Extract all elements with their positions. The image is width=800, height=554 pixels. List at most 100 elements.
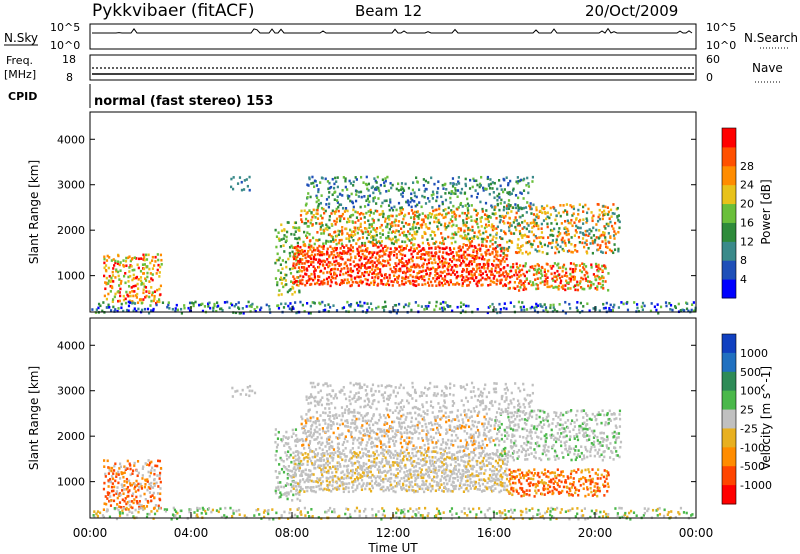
- echo-cell: [342, 246, 346, 249]
- echo-cell: [488, 305, 492, 308]
- echo-cell: [447, 262, 451, 266]
- echo-cell: [296, 458, 299, 462]
- echo-cell: [315, 258, 318, 261]
- echo-cell: [346, 267, 349, 270]
- echo-cell: [334, 255, 337, 259]
- echo-cell: [463, 255, 467, 259]
- echo-cell: [495, 282, 498, 286]
- echo-cell: [315, 222, 318, 225]
- echo-cell: [416, 221, 420, 225]
- echo-cell: [616, 215, 619, 218]
- echo-cell: [416, 230, 419, 233]
- echo-cell: [597, 215, 600, 219]
- echo-cell: [329, 240, 333, 243]
- echo-cell: [129, 274, 132, 278]
- echo-cell: [606, 246, 609, 249]
- echo-cell: [306, 252, 309, 256]
- echo-cell: [301, 258, 304, 261]
- echo-cell: [94, 311, 98, 314]
- echo-cell: [310, 486, 313, 489]
- echo-cell: [383, 259, 386, 263]
- echo-cell: [370, 460, 373, 464]
- echo-cell: [418, 271, 421, 274]
- echo-cell: [347, 250, 350, 253]
- echo-cell: [673, 305, 677, 308]
- echo-cell: [404, 240, 407, 244]
- echo-cell: [102, 508, 105, 511]
- echo-cell: [558, 303, 561, 306]
- echo-cell: [409, 468, 412, 472]
- echo-cell: [604, 265, 607, 269]
- echo-cell: [436, 272, 439, 275]
- echo-cell: [277, 430, 280, 434]
- echo-cell: [311, 489, 314, 493]
- echo-cell: [592, 282, 595, 286]
- echo-cell: [494, 241, 497, 244]
- echo-cell: [423, 473, 426, 477]
- echo-cell: [454, 186, 457, 190]
- echo-cell: [448, 469, 451, 472]
- echo-cell: [399, 206, 402, 210]
- echo-cell: [607, 231, 610, 235]
- echo-cell: [598, 229, 601, 232]
- echo-cell: [540, 231, 544, 234]
- echo-cell: [305, 236, 309, 239]
- echo-cell: [389, 181, 392, 185]
- echo-cell: [314, 421, 317, 425]
- echo-cell: [323, 304, 327, 307]
- echo-cell: [352, 437, 355, 440]
- echo-cell: [525, 250, 528, 254]
- echo-cell: [413, 473, 416, 476]
- echo-cell: [335, 488, 339, 491]
- echo-cell: [482, 262, 485, 266]
- echo-cell: [287, 483, 290, 486]
- echo-cell: [456, 195, 459, 199]
- echo-cell: [668, 301, 671, 305]
- echo-cell: [329, 185, 333, 189]
- echo-cell: [372, 227, 375, 230]
- echo-cell: [287, 257, 290, 261]
- echo-cell: [590, 211, 593, 214]
- echo-cell: [410, 209, 414, 212]
- echo-cell: [310, 479, 313, 483]
- echo-cell: [449, 424, 452, 428]
- echo-cell: [317, 279, 320, 282]
- echo-cell: [502, 471, 505, 475]
- echo-cell: [467, 216, 470, 220]
- echo-cell: [287, 304, 290, 308]
- echo-cell: [110, 499, 113, 502]
- power-colorbar-label: Power [dB]: [759, 179, 773, 244]
- echo-cell: [587, 234, 590, 238]
- echo-cell: [125, 487, 128, 491]
- echo-cell: [382, 480, 385, 484]
- echo-cell: [103, 465, 106, 468]
- echo-cell: [412, 470, 415, 473]
- echo-cell: [361, 424, 364, 427]
- echo-cell: [296, 255, 299, 259]
- echo-cell: [300, 248, 304, 252]
- echo-cell: [398, 454, 401, 458]
- echo-cell: [477, 263, 480, 266]
- echo-cell: [486, 464, 489, 467]
- echo-cell: [391, 270, 394, 274]
- echo-cell: [529, 207, 532, 211]
- echo-cell: [427, 181, 430, 184]
- echo-cell: [357, 263, 360, 267]
- echo-cell: [428, 476, 431, 479]
- echo-cell: [373, 261, 376, 264]
- echo-cell: [446, 464, 449, 467]
- echo-cell: [412, 215, 416, 219]
- echo-cell: [362, 464, 365, 468]
- echo-cell: [456, 436, 459, 440]
- echo-cell: [370, 479, 374, 483]
- echo-cell: [488, 269, 491, 273]
- echo-cell: [471, 474, 474, 478]
- echo-cell: [552, 234, 555, 237]
- echo-cell: [402, 483, 405, 487]
- echo-cell: [492, 452, 496, 456]
- echo-cell: [313, 242, 316, 246]
- echo-cell: [137, 471, 140, 475]
- echo-cell: [388, 445, 391, 448]
- echo-cell: [508, 224, 511, 228]
- echo-cell: [351, 249, 355, 253]
